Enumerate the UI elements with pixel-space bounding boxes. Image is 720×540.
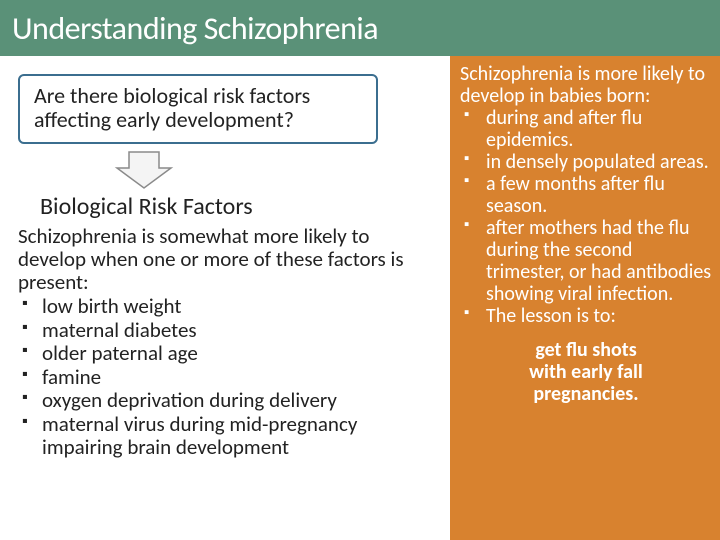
list-item: a few months after flu season. [460, 173, 712, 217]
list-item: low birth weight [20, 295, 440, 319]
factors-list: low birth weight maternal diabetes older… [20, 295, 440, 460]
list-item: The lesson is to: [460, 305, 712, 327]
lesson-text: get flu shotswith early fallpregnancies. [460, 339, 712, 405]
subheading: Biological Risk Factors [40, 192, 440, 221]
sidebar-lead: Schizophrenia is more likely to develop … [460, 64, 712, 107]
left-column: Are there biological risk factors affect… [0, 56, 450, 540]
list-item: maternal virus during mid-pregnancy impa… [20, 413, 440, 460]
list-item: after mothers had the flu during the sec… [460, 217, 712, 305]
title-bar: Understanding Schizophrenia [0, 0, 720, 56]
content-area: Are there biological risk factors affect… [0, 56, 720, 540]
question-text: Are there biological risk factors affect… [34, 84, 362, 132]
list-item: oxygen deprivation during delivery [20, 389, 440, 413]
list-item: older paternal age [20, 342, 440, 366]
page-title: Understanding Schizophrenia [12, 9, 378, 48]
down-arrow-icon [114, 150, 174, 190]
babies-list: during and after flu epidemics. in dense… [460, 107, 712, 327]
list-item: in densely populated areas. [460, 151, 712, 173]
list-item: maternal diabetes [20, 319, 440, 343]
left-intro-text: Schizophrenia is somewhat more likely to… [18, 225, 436, 293]
list-item: during and after flu epidemics. [460, 107, 712, 151]
question-box: Are there biological risk factors affect… [18, 74, 378, 144]
right-sidebar: Schizophrenia is more likely to develop … [450, 56, 720, 540]
list-item: famine [20, 366, 440, 390]
